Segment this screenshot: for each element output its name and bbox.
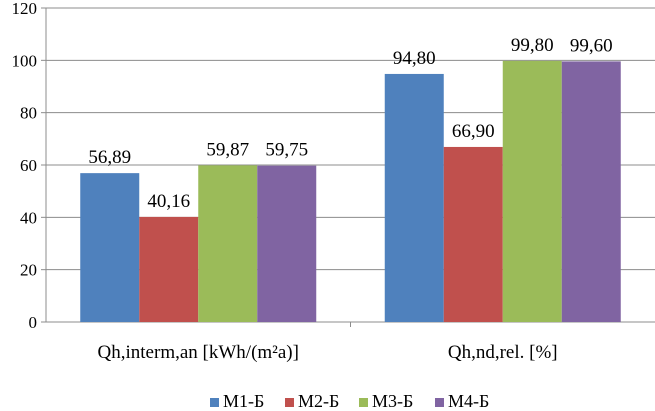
data-label: 56,89 (88, 147, 131, 168)
legend-swatch (210, 398, 219, 407)
category-labels: Qh,interm,an [kWh/(m²a)] Qh,nd,rel. [%] (98, 342, 558, 363)
y-tick-label: 0 (29, 313, 38, 332)
legend-label: M3-Б (372, 391, 413, 411)
bar (502, 60, 562, 323)
y-tick-label: 120 (12, 0, 38, 18)
bar (139, 216, 199, 322)
data-label: 59,87 (206, 139, 249, 160)
data-label: 66,90 (452, 121, 495, 142)
y-tick-label: 40 (20, 208, 37, 227)
data-label: 94,80 (393, 48, 436, 69)
data-labels: 56,89 40,16 59,87 59,75 94,80 66,90 99,80 99,60 (88, 35, 612, 212)
bar (80, 173, 140, 322)
legend-swatch (285, 398, 294, 407)
y-tick-label: 100 (12, 51, 38, 70)
data-label: 40,16 (147, 191, 190, 212)
legend: M1-Б M2-Б M3-Б M4-Б (210, 391, 489, 411)
legend-label: M4-Б (448, 391, 489, 411)
category-label: Qh,nd,rel. [%] (448, 342, 558, 363)
bar (561, 61, 621, 322)
bar (198, 165, 258, 322)
bar (384, 73, 444, 322)
bar (443, 146, 503, 322)
bars (80, 60, 621, 323)
data-label: 59,75 (265, 140, 308, 161)
legend-label: M1-Б (223, 391, 264, 411)
legend-swatch (435, 398, 444, 407)
data-label: 99,80 (511, 35, 554, 56)
legend-swatch (359, 398, 368, 407)
legend-label: M2-Б (298, 391, 339, 411)
y-tick-label: 20 (20, 261, 37, 280)
y-tick-label: 80 (20, 104, 37, 123)
bar (257, 165, 317, 322)
y-axis-ticks: 0 20 40 60 80 100 120 (12, 0, 46, 332)
data-label: 99,60 (570, 35, 613, 56)
category-label: Qh,interm,an [kWh/(m²a)] (98, 342, 299, 363)
y-tick-label: 60 (20, 156, 37, 175)
